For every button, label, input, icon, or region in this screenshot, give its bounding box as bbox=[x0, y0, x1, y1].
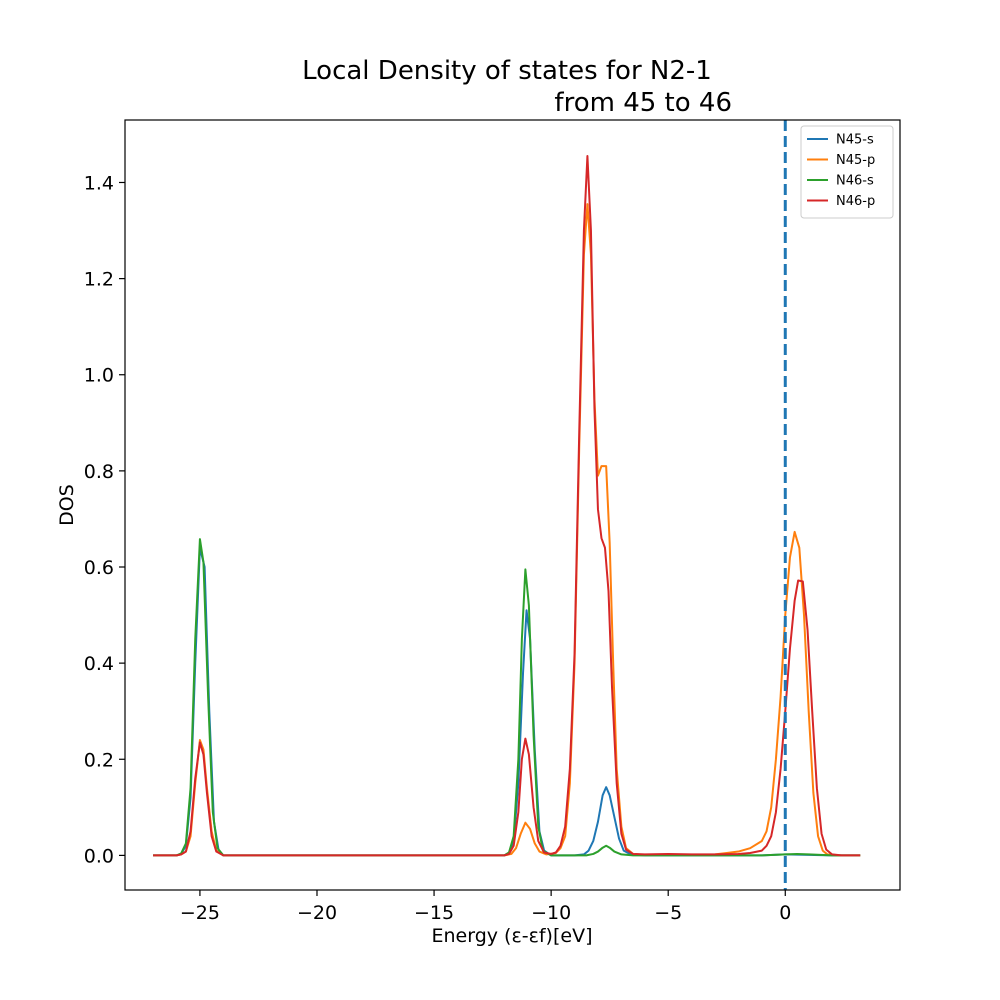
y-tick-label: 0.2 bbox=[84, 749, 114, 771]
x-tick-label: −20 bbox=[297, 902, 337, 924]
y-tick-label: 1.2 bbox=[84, 269, 114, 291]
y-tick-label: 0.0 bbox=[84, 845, 114, 867]
y-tick-label: 0.8 bbox=[84, 461, 114, 483]
x-axis: −25 −20 −15 −10 −5 0 bbox=[180, 890, 791, 924]
legend-label: N45-s bbox=[836, 133, 874, 148]
y-tick-label: 1.4 bbox=[84, 172, 114, 194]
x-tick-label: −5 bbox=[654, 902, 682, 924]
legend-label: N46-p bbox=[836, 194, 875, 209]
axes-frame bbox=[124, 119, 901, 891]
series-line-n46-s bbox=[153, 538, 861, 857]
legend-label: N46-s bbox=[836, 174, 874, 189]
legend-box bbox=[800, 125, 894, 219]
x-tick-label: −10 bbox=[531, 902, 571, 924]
legend-label: N45-p bbox=[836, 153, 875, 168]
y-tick-label: 1.0 bbox=[84, 365, 114, 387]
chart-title-line2: from 45 to 46 bbox=[554, 88, 732, 118]
chart-title-line1: Local Density of states for N2-1 bbox=[302, 56, 712, 86]
y-axis-label: DOS bbox=[56, 484, 78, 526]
x-tick-label: 0 bbox=[779, 902, 791, 924]
x-tick-label: −25 bbox=[180, 902, 220, 924]
legend: N45-s N45-p N46-s N46-p bbox=[800, 125, 894, 219]
y-axis: 0.0 0.2 0.4 0.6 0.8 1.0 1.2 1.4 bbox=[84, 172, 125, 867]
y-tick-label: 0.6 bbox=[84, 557, 114, 579]
x-tick-label: −15 bbox=[414, 902, 454, 924]
plot-area bbox=[153, 120, 861, 890]
x-axis-label: Energy (ε-εf)[eV] bbox=[432, 925, 593, 947]
y-tick-label: 0.4 bbox=[84, 653, 114, 675]
series-line-n46-p bbox=[153, 155, 861, 857]
